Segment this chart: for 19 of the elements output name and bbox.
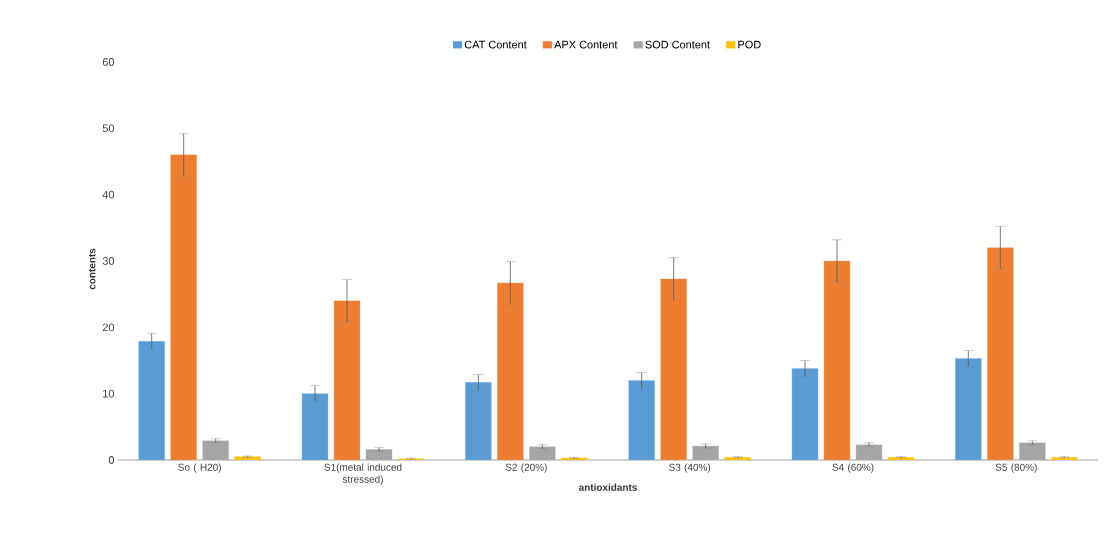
legend-label: CAT Content bbox=[464, 40, 527, 49]
y-tick-label: 10 bbox=[103, 389, 115, 398]
legend-label: APX Content bbox=[554, 40, 618, 49]
x-tick-label: S2 (20%) bbox=[505, 463, 547, 473]
x-tick-label: S5 (80%) bbox=[995, 463, 1037, 473]
y-tick-label: 30 bbox=[102, 257, 115, 265]
y-tick-label: 60 bbox=[102, 58, 115, 66]
x-tick-label: So ( H20) bbox=[178, 463, 221, 473]
x-tick-label: S4 (60%) bbox=[832, 463, 874, 473]
legend-label: SOD Content bbox=[645, 40, 710, 49]
x-tick-label: S3 (40%) bbox=[669, 463, 711, 473]
y-tick-label: 0 bbox=[108, 456, 115, 464]
y-tick-label: 50 bbox=[102, 124, 115, 133]
y-axis-title: contents bbox=[88, 248, 96, 290]
x-tick-label: S1(metal induced stressed) bbox=[324, 463, 402, 485]
y-tick-label: 20 bbox=[102, 323, 115, 332]
y-tick-label: 40 bbox=[102, 190, 115, 199]
x-axis-title: antioxidants bbox=[578, 483, 637, 491]
legend-label: POD bbox=[738, 40, 761, 49]
